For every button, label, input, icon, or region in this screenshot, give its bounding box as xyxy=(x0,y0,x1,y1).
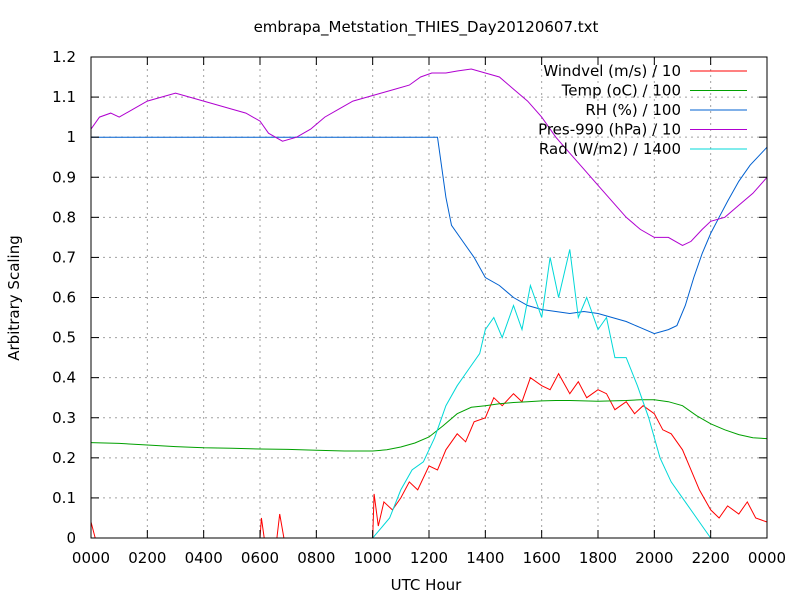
temp-series-line xyxy=(90,399,768,452)
y-tick-label: 1.1 xyxy=(52,88,76,106)
x-tick-label: 0800 xyxy=(297,549,335,567)
y-tick-label: 0.2 xyxy=(52,449,76,467)
y-tick-label: 0 xyxy=(66,529,76,547)
axis-ticks: 0 0.1 0.2 0.3 0.4 0.5 0.6 0.7 0.8 0.9 1 1.1 1.2 0000 0… xyxy=(52,48,786,567)
y-tick-label: 1 xyxy=(66,128,76,146)
y-tick-label: 0.7 xyxy=(52,248,76,266)
x-tick-label: 0600 xyxy=(241,549,279,567)
x-axis-label: UTC Hour xyxy=(391,576,462,594)
x-tick-label: 0000 xyxy=(748,549,786,567)
x-tick-label: 0000 xyxy=(72,549,110,567)
y-tick-label: 1.2 xyxy=(52,48,76,66)
legend-label: Windvel (m/s) / 10 xyxy=(543,62,681,80)
legend-label: Pres-990 (hPa) / 10 xyxy=(538,121,681,139)
y-axis-label: Arbitrary Scaling xyxy=(5,235,23,361)
y-tick-label: 0.4 xyxy=(52,369,76,387)
series-group xyxy=(90,68,768,539)
chart-title: embrapa_Metstation_THIES_Day20120607.txt xyxy=(254,18,599,37)
rh-series-line xyxy=(91,136,768,335)
x-tick-label: 1200 xyxy=(410,549,448,567)
y-tick-label: 0.3 xyxy=(52,409,76,427)
x-tick-label: 2000 xyxy=(635,549,673,567)
x-tick-label: 1000 xyxy=(354,549,392,567)
x-tick-label: 2200 xyxy=(692,549,730,567)
rad-series-line xyxy=(91,249,767,539)
legend-label: Rad (W/m2) / 1400 xyxy=(539,140,681,158)
x-tick-label: 1600 xyxy=(523,549,561,567)
pres-series-line xyxy=(90,68,768,246)
legend-label: RH (%) / 100 xyxy=(585,101,681,119)
x-tick-label: 0400 xyxy=(185,549,223,567)
y-tick-label: 0.9 xyxy=(52,168,76,186)
y-tick-label: 0.5 xyxy=(52,329,76,347)
y-tick-label: 0.1 xyxy=(52,489,76,507)
x-tick-label: 1800 xyxy=(579,549,617,567)
x-tick-label: 1400 xyxy=(466,549,504,567)
y-tick-label: 0.6 xyxy=(52,289,76,307)
x-tick-label: 0200 xyxy=(128,549,166,567)
y-tick-label: 0.8 xyxy=(52,208,76,226)
legend-label: Temp (oC) / 100 xyxy=(561,82,681,100)
